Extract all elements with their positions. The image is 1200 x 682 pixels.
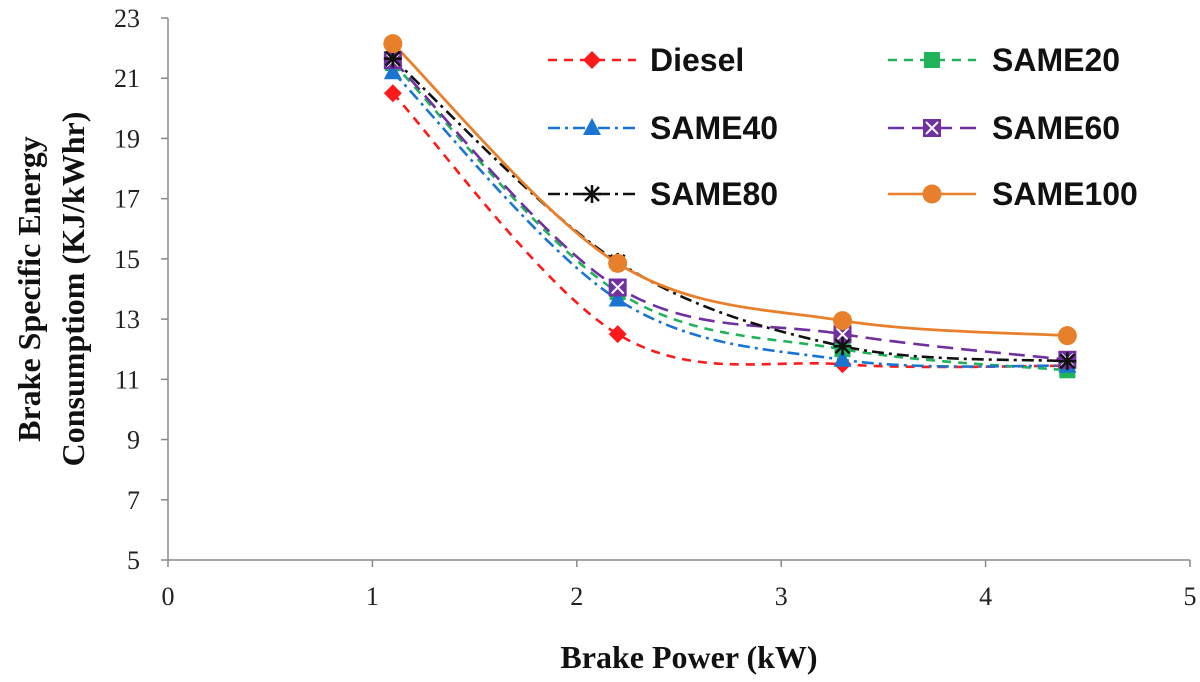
legend-label: Diesel bbox=[650, 42, 744, 78]
legend-marker bbox=[922, 184, 942, 204]
x-tick-label: 1 bbox=[366, 582, 379, 611]
y-tick-label: 5 bbox=[127, 546, 140, 575]
data-point-diesel bbox=[383, 84, 402, 103]
legend: Diesel SAME20 SAME40 SAME60 SAME80 SAME100 bbox=[548, 42, 1138, 212]
legend-item-same20: SAME20 bbox=[888, 42, 1120, 78]
y-tick-label: 21 bbox=[114, 64, 140, 93]
data-point-same60 bbox=[608, 278, 627, 297]
x-tick-label: 5 bbox=[1184, 582, 1197, 611]
y-tick-label: 17 bbox=[114, 185, 140, 214]
y-tick-label: 11 bbox=[115, 365, 140, 394]
series-line-diesel bbox=[391, 92, 1068, 369]
data-point-same40 bbox=[608, 289, 627, 307]
legend-marker bbox=[923, 119, 941, 137]
data-point-same100 bbox=[383, 34, 403, 54]
y-axis-title-line-1: Brake Specific Energy bbox=[11, 136, 47, 442]
series-line-same80 bbox=[391, 57, 1068, 363]
series-line-same20 bbox=[391, 62, 1068, 372]
legend-item-diesel: Diesel bbox=[548, 42, 744, 78]
data-point-same80 bbox=[383, 49, 402, 68]
series-line-same60 bbox=[391, 59, 1068, 362]
y-axis-ticks: 5 7 9 11 13 15 17 19 21 23 bbox=[114, 4, 168, 575]
legend-label: SAME60 bbox=[992, 110, 1120, 146]
data-point-same40 bbox=[833, 349, 852, 367]
series-line-same40 bbox=[391, 71, 1068, 368]
y-tick-label: 7 bbox=[127, 486, 140, 515]
y-tick-label: 19 bbox=[114, 124, 140, 153]
legend-label: SAME80 bbox=[650, 176, 778, 212]
series-line-same100 bbox=[391, 42, 1068, 338]
legend-marker bbox=[583, 185, 601, 203]
data-point-same100 bbox=[608, 253, 628, 273]
legend-marker bbox=[583, 51, 601, 69]
series-markers bbox=[383, 34, 1077, 379]
x-tick-label: 4 bbox=[979, 582, 992, 611]
data-point-same40 bbox=[383, 62, 402, 80]
data-point-same60 bbox=[833, 325, 852, 344]
legend-marker bbox=[924, 52, 940, 68]
y-tick-label: 13 bbox=[114, 305, 140, 334]
legend-item-same40: SAME40 bbox=[548, 110, 778, 146]
y-tick-label: 23 bbox=[114, 4, 140, 33]
x-axis-ticks: 0 1 2 3 4 5 bbox=[162, 560, 1197, 611]
y-tick-label: 15 bbox=[114, 245, 140, 274]
legend-label: SAME40 bbox=[650, 110, 778, 146]
legend-item-same80: SAME80 bbox=[548, 176, 778, 212]
y-axis-title-line-2: Consumptiom (KJ/kWhr) bbox=[55, 112, 91, 467]
x-tick-label: 2 bbox=[570, 582, 583, 611]
legend-item-same100: SAME100 bbox=[888, 176, 1138, 212]
data-point-same80 bbox=[833, 337, 852, 356]
x-tick-label: 0 bbox=[162, 582, 175, 611]
x-axis-title: Brake Power (kW) bbox=[560, 639, 817, 675]
data-point-diesel bbox=[608, 325, 627, 344]
legend-item-same60: SAME60 bbox=[888, 110, 1120, 146]
data-point-same100 bbox=[1057, 326, 1077, 346]
series-lines bbox=[391, 42, 1068, 372]
x-tick-label: 3 bbox=[775, 582, 788, 611]
data-point-same100 bbox=[833, 311, 853, 331]
legend-label: SAME20 bbox=[992, 42, 1120, 78]
legend-marker bbox=[583, 118, 601, 135]
data-point-same80 bbox=[1058, 352, 1077, 371]
legend-label: SAME100 bbox=[992, 176, 1138, 212]
y-tick-label: 9 bbox=[127, 426, 140, 455]
y-axis-title: Brake Specific Energy Consumptiom (KJ/kW… bbox=[11, 112, 91, 467]
